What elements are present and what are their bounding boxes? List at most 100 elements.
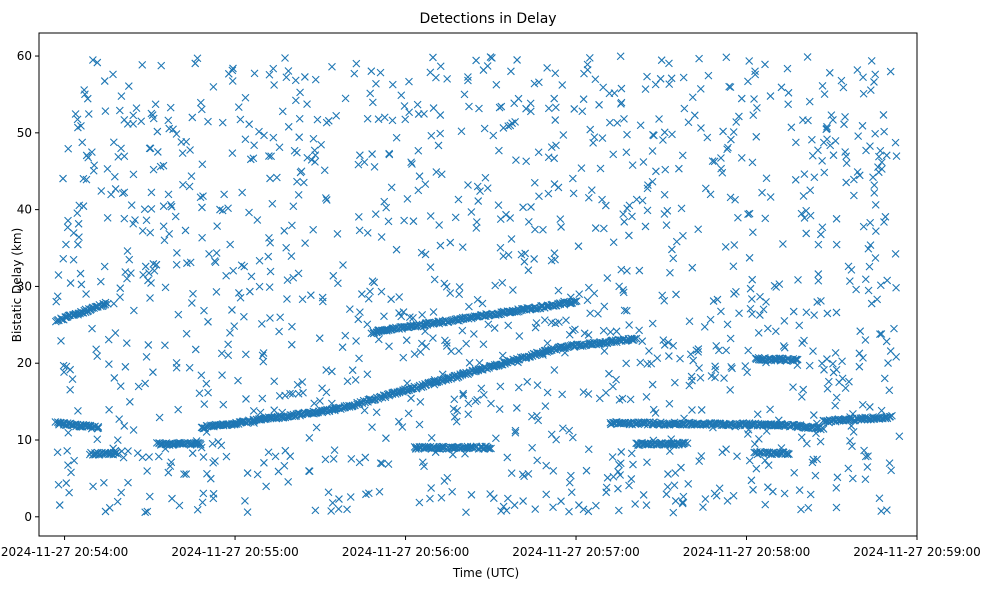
data-point	[427, 131, 436, 140]
data-point	[595, 394, 604, 403]
data-point	[571, 325, 579, 334]
data-point	[873, 295, 882, 304]
data-point	[205, 250, 213, 258]
data-point	[584, 507, 593, 516]
data-point	[770, 281, 779, 290]
data-point	[794, 421, 803, 430]
data-point	[166, 200, 175, 209]
data-point	[312, 423, 321, 432]
data-point	[236, 293, 245, 302]
data-point	[686, 350, 695, 359]
data-point	[157, 61, 166, 70]
data-point	[452, 417, 461, 426]
data-point	[814, 270, 823, 278]
data-point	[532, 319, 541, 327]
data-point	[104, 335, 113, 344]
data-point	[206, 474, 215, 483]
data-point	[661, 165, 670, 174]
data-point	[616, 52, 625, 61]
data-point	[589, 138, 598, 147]
data-point	[174, 405, 183, 414]
data-point	[731, 195, 740, 204]
x-tick-label: 2024-11-27 20:59:00	[853, 545, 980, 559]
data-point	[568, 433, 577, 442]
data-point	[260, 131, 268, 140]
data-point	[613, 119, 622, 127]
data-point	[73, 209, 82, 218]
data-point	[751, 67, 759, 76]
data-point	[124, 447, 132, 455]
data-point	[59, 174, 67, 183]
data-point	[827, 111, 836, 119]
data-point	[246, 155, 255, 164]
data-point	[824, 377, 833, 386]
data-point	[435, 221, 444, 229]
data-point	[377, 233, 386, 241]
data-point	[582, 466, 591, 475]
data-point	[459, 391, 468, 400]
data-point	[778, 240, 787, 248]
data-point	[679, 231, 687, 240]
data-point	[535, 192, 543, 201]
data-point	[814, 240, 823, 249]
data-point	[656, 74, 665, 83]
data-point	[286, 389, 294, 398]
data-point	[797, 505, 805, 514]
data-point	[473, 182, 482, 191]
data-point	[689, 356, 698, 365]
data-point	[284, 67, 293, 75]
data-point	[758, 188, 766, 197]
data-point	[110, 172, 119, 181]
data-point	[467, 208, 476, 216]
data-point	[341, 331, 350, 340]
data-point	[123, 247, 132, 255]
data-point	[584, 445, 593, 454]
data-point	[442, 342, 451, 350]
data-point	[109, 138, 118, 147]
data-point	[759, 305, 768, 314]
data-point	[397, 91, 406, 100]
data-point	[508, 306, 517, 315]
data-point	[293, 148, 301, 157]
data-point	[679, 492, 688, 501]
data-point	[629, 460, 637, 469]
data-point	[364, 294, 373, 303]
data-point	[683, 439, 692, 448]
data-point	[766, 193, 775, 201]
data-point	[862, 146, 870, 155]
data-point	[115, 415, 124, 424]
data-point	[198, 233, 206, 242]
data-point	[665, 59, 673, 68]
data-point	[522, 157, 531, 166]
data-point	[429, 308, 438, 316]
data-point	[749, 485, 757, 494]
data-point	[472, 218, 481, 226]
data-point	[70, 456, 79, 465]
data-point	[256, 408, 265, 417]
data-point	[189, 289, 197, 298]
data-point	[639, 158, 648, 166]
data-point	[660, 190, 669, 199]
data-point	[457, 127, 466, 136]
data-point	[405, 77, 413, 86]
data-point	[355, 458, 364, 467]
data-point	[547, 143, 556, 151]
data-point	[80, 86, 89, 94]
data-point	[852, 285, 861, 294]
data-point	[554, 286, 563, 295]
data-point	[861, 336, 870, 344]
data-point	[455, 290, 464, 299]
data-point	[809, 347, 817, 356]
data-point	[368, 150, 377, 158]
data-point	[182, 137, 191, 146]
data-point	[832, 308, 841, 317]
data-point	[426, 494, 434, 503]
data-point	[200, 306, 208, 315]
data-point	[785, 450, 793, 459]
data-point	[710, 157, 719, 166]
data-point	[92, 345, 101, 354]
data-point	[84, 421, 93, 430]
axes-frame	[38, 32, 918, 537]
data-point	[368, 423, 376, 432]
y-tick-label: 30	[17, 279, 32, 293]
